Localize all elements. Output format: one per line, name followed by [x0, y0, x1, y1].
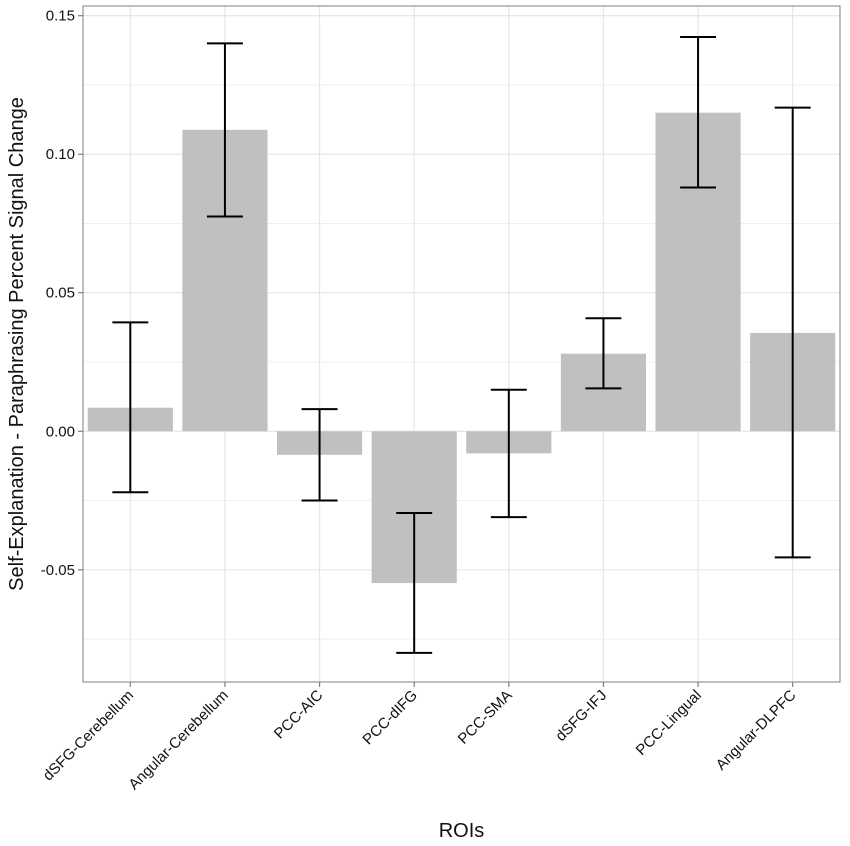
x-tick-label: Angular-DLPFC	[713, 687, 800, 774]
x-tick-label: dSFG-IFJ	[552, 687, 610, 745]
y-tick-label: 0.00	[46, 423, 75, 440]
error-bar-dsfg-cerebellum	[112, 321, 149, 494]
error-bars-layer	[112, 36, 811, 654]
error-bar-pcc-aic	[301, 408, 338, 502]
error-bar-angular-cerebellum	[206, 42, 243, 218]
x-tick-label: Angular-Cerebellum	[125, 687, 231, 793]
x-tick-label: PCC-dIFG	[359, 687, 421, 749]
plot-border	[82, 5, 841, 683]
error-bar-pcc-sma	[490, 388, 527, 519]
y-tick-label: 0.05	[46, 285, 75, 302]
x-tick-label: dSFG-Cerebellum	[40, 687, 137, 784]
x-tick-label: PCC-AIC	[271, 687, 327, 743]
error-bar-dsfg-ifj	[585, 317, 622, 390]
y-tick-label: 0.15	[46, 8, 75, 25]
error-bar-pcc-difg	[396, 512, 433, 654]
bars-layer	[87, 112, 836, 584]
y-tick-label: 0.10	[46, 146, 75, 163]
error-bar-pcc-lingual	[680, 36, 717, 189]
x-axis-title: ROIs	[439, 820, 485, 842]
x-tick-label: PCC-Lingual	[633, 687, 705, 759]
error-bar-angular-dlpfc	[774, 106, 811, 559]
x-tick-label: PCC-SMA	[455, 687, 516, 748]
y-axis: -0.05 0.00 0.05 0.10 0.15	[41, 8, 83, 579]
y-tick-label: -0.05	[41, 562, 75, 579]
y-axis-title: Self-Explanation - Paraphrasing Percent …	[6, 97, 28, 591]
